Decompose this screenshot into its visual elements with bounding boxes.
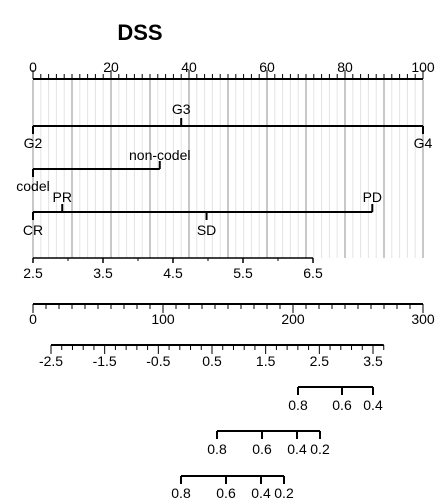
linear-predictor-tick-label: -1.5 [93,353,117,369]
survival-2-tick-label: 0.8 [207,441,227,457]
survival-2-tick-label: 0.2 [310,441,330,457]
linear-predictor-tick-label: -2.5 [39,353,63,369]
total-points-tick-label: 100 [151,311,175,327]
survival-2-tick-label: 0.4 [287,441,307,457]
response-level-label: PD [363,189,382,205]
response-level-label: CR [23,222,43,238]
grade-level-label: G3 [172,101,191,117]
points-axis-tick-label: 40 [181,59,197,75]
scale-1-tick-label: 4.5 [163,265,183,281]
response-level-label: SD [197,222,216,238]
survival-1-tick-label: 0.6 [332,397,352,413]
points-axis-tick-label: 60 [259,59,275,75]
linear-predictor-tick-label: 3.5 [363,353,383,369]
total-points-tick-label: 200 [281,311,305,327]
scale-1-tick-label: 3.5 [93,265,113,281]
points-axis-tick-label: 20 [103,59,119,75]
codel-level-label: non-codel [129,147,191,163]
linear-predictor-tick-label: 0.5 [202,353,222,369]
points-axis-tick-label: 80 [337,59,353,75]
total-points-tick-label: 300 [411,311,435,327]
scale-1-tick-label: 2.5 [23,265,43,281]
survival-1-tick-label: 0.4 [363,397,383,413]
linear-predictor-tick-label: 2.5 [310,353,330,369]
survival-3-tick-label: 0.8 [171,485,191,501]
survival-3-tick-label: 0.6 [216,485,236,501]
codel-level-label: codel [16,178,49,194]
response-level-label: PR [53,189,72,205]
grade-level-label: G2 [24,135,43,151]
linear-predictor-tick-label: -0.5 [146,353,170,369]
chart-marks: 0 20 40 60 80 100 G2 G3 G4 codel non-codel CR PR SD PD… [16,59,435,501]
survival-3-tick-label: 0.4 [251,485,271,501]
survival-3-tick-label: 0.2 [274,485,294,501]
chart-title: DSS [117,20,162,45]
points-axis-tick-label: 0 [29,59,37,75]
grade-level-label: G4 [414,135,433,151]
total-points-tick-label: 0 [29,311,37,327]
linear-predictor-tick-label: 1.5 [256,353,276,369]
points-axis-tick-label: 100 [411,59,435,75]
survival-2-tick-label: 0.6 [252,441,272,457]
scale-1-tick-label: 5.5 [233,265,253,281]
scale-1-tick-label: 6.5 [303,265,323,281]
survival-1-tick-label: 0.8 [288,397,308,413]
